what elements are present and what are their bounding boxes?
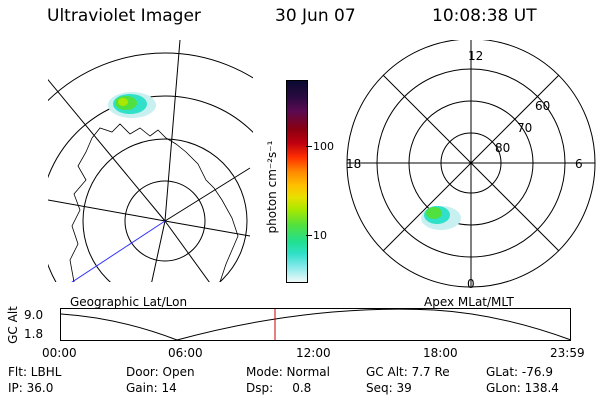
mlt-label-left: 18 <box>346 157 361 171</box>
status-door: Door: Open <box>126 365 195 379</box>
status-gc-alt: GC Alt: 7.7 Re <box>366 365 450 379</box>
colorbar-tick <box>306 235 312 236</box>
geographic-map <box>48 40 253 282</box>
terminator-line <box>71 220 166 282</box>
status-filter: Flt: LBHL <box>8 365 62 379</box>
aurora-emission <box>108 92 156 118</box>
aurora-emission <box>421 206 461 230</box>
timeline-y-label: GC Alt <box>6 306 20 344</box>
altitude-curve <box>60 308 572 341</box>
timeline-x-tick: 12:00 <box>296 346 331 360</box>
right-map-caption: Apex MLat/MLT <box>424 295 514 309</box>
lat-circle <box>48 52 253 102</box>
colorbar-tick <box>306 146 312 147</box>
left-map-caption: Geographic Lat/Lon <box>70 295 188 309</box>
timeline-x-tick: 00:00 <box>42 346 77 360</box>
altitude-timeline <box>60 308 572 341</box>
meridian-line <box>151 220 166 282</box>
date-label: 30 Jun 07 <box>275 6 356 26</box>
status-glon: GLon: 138.4 <box>486 381 559 395</box>
antarctica-coastline <box>69 123 239 282</box>
status-ip: IP: 36.0 <box>8 381 54 395</box>
meridian-line <box>48 199 166 222</box>
time-label: 10:08:38 UT <box>432 6 537 26</box>
status-glat: GLat: -76.9 <box>486 365 553 379</box>
lat-circle <box>48 95 253 282</box>
mlt-label-top: 12 <box>468 49 483 63</box>
timeline-x-tick: 06:00 <box>168 346 203 360</box>
meridian-line <box>164 220 251 237</box>
timeline-frame <box>60 308 571 341</box>
mlat-label: 60 <box>535 99 550 113</box>
mlt-label-right: 6 <box>575 157 583 171</box>
status-dsp: Dsp: 0.8 <box>246 381 312 395</box>
mlt-label-bottom: 0 <box>467 277 475 291</box>
status-gain: Gain: 14 <box>126 381 177 395</box>
colorbar <box>286 80 308 283</box>
timeline-x-tick: 18:00 <box>423 346 458 360</box>
status-seq: Seq: 39 <box>366 381 412 395</box>
meridian-line <box>164 167 251 222</box>
lat-circle <box>82 138 248 282</box>
meridian-line <box>48 78 166 222</box>
mlat-label: 80 <box>495 141 510 155</box>
mlat-label: 70 <box>517 121 532 135</box>
meridian-line <box>164 40 181 222</box>
meridian-line <box>164 220 210 282</box>
colorbar-unit-label: photon cm⁻²s⁻¹ <box>265 140 279 234</box>
instrument-title: Ultraviolet Imager <box>47 6 201 26</box>
colorbar-tick-label: 10 <box>313 229 327 242</box>
timeline-y-tick: 1.8 <box>24 327 44 341</box>
colorbar-tick-label: 100 <box>313 140 334 153</box>
status-mode: Mode: Normal <box>246 365 330 379</box>
timeline-y-tick: 9.0 <box>24 308 44 322</box>
timeline-x-tick: 23:59 <box>550 346 585 360</box>
magnetic-polar-map: 12 18 6 0 60 70 80 <box>346 40 596 291</box>
lat-circle <box>124 180 206 262</box>
mlt-line <box>382 74 560 252</box>
